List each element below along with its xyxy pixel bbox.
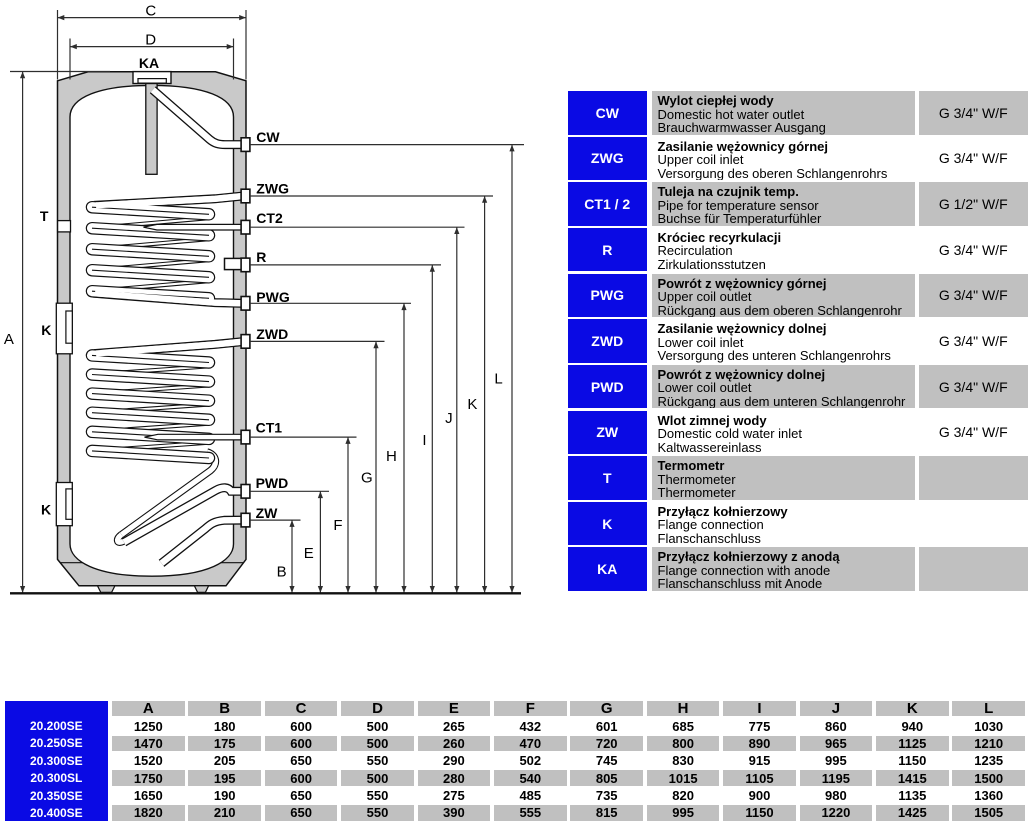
svg-text:E: E <box>304 545 314 562</box>
svg-text:CT2: CT2 <box>256 210 283 226</box>
svg-text:T: T <box>40 208 49 224</box>
svg-text:KA: KA <box>139 55 159 71</box>
svg-text:ZWD: ZWD <box>256 326 288 342</box>
svg-text:F: F <box>333 517 342 534</box>
svg-text:H: H <box>386 448 397 465</box>
svg-text:J: J <box>445 410 453 427</box>
svg-text:B: B <box>277 564 287 581</box>
svg-text:ZWG: ZWG <box>256 180 289 196</box>
svg-text:R: R <box>256 249 266 265</box>
svg-text:K: K <box>41 322 51 338</box>
svg-text:K: K <box>467 396 477 413</box>
svg-text:ZW: ZW <box>256 505 279 521</box>
svg-text:I: I <box>422 432 426 449</box>
svg-text:G: G <box>361 470 373 487</box>
svg-text:PWG: PWG <box>256 289 290 305</box>
svg-text:CW: CW <box>256 129 280 145</box>
svg-text:D: D <box>145 31 156 48</box>
svg-text:K: K <box>41 502 51 518</box>
svg-text:A: A <box>4 331 14 348</box>
svg-text:PWD: PWD <box>256 475 289 491</box>
svg-text:CT1: CT1 <box>256 420 283 436</box>
svg-text:L: L <box>494 371 502 388</box>
svg-text:C: C <box>145 2 156 19</box>
